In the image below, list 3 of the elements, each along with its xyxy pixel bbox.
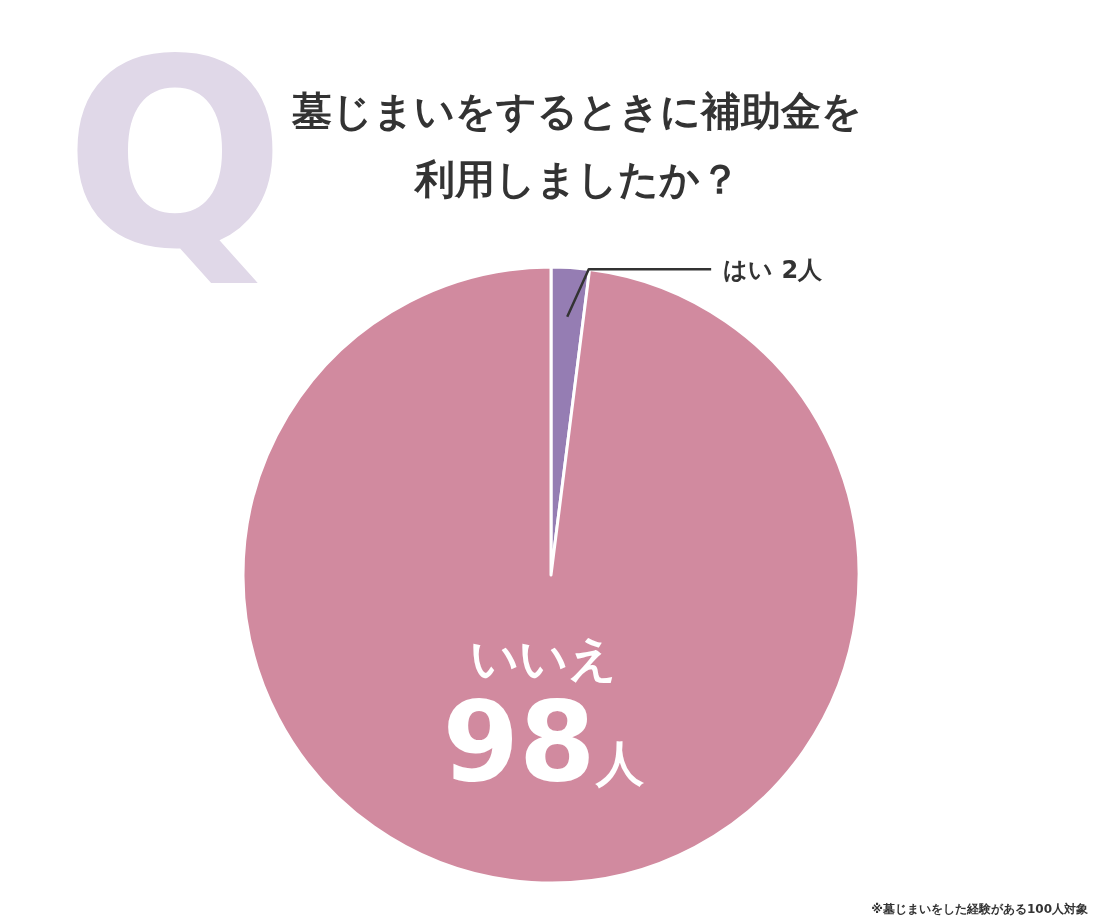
annotation: ※墓じまいをした経験がある100人対象 xyxy=(871,902,1088,916)
title: 墓じまいをするときに補助金を利用しましたか？ xyxy=(292,88,862,202)
data-label: はい 2人 xyxy=(723,256,823,285)
